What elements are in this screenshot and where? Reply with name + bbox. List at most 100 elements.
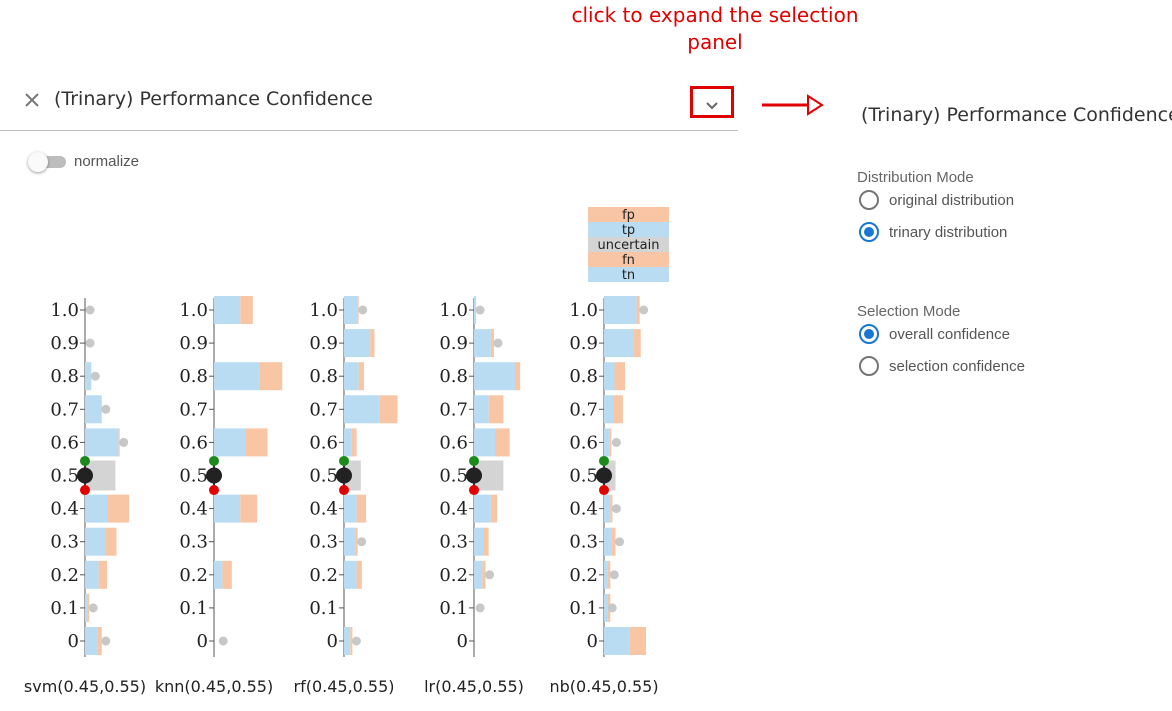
y-tick-label: 0 (197, 631, 208, 652)
y-tick-label: 1.0 (569, 300, 598, 321)
upper-correct-bar (214, 296, 241, 324)
upper-error-bar (357, 296, 359, 324)
lower-threshold-handle (599, 485, 609, 496)
lower-correct-bar (344, 527, 356, 556)
y-tick-label: 0.2 (569, 565, 598, 586)
y-tick-label: 0.2 (309, 565, 338, 586)
y-tick-label: 0.2 (179, 565, 208, 586)
y-tick-label: 0.3 (179, 532, 208, 553)
y-tick-label: 0.7 (439, 399, 468, 420)
upper-correct-bar (344, 428, 352, 457)
distribution-dot (351, 636, 361, 646)
upper-error-bar (488, 395, 504, 424)
y-tick-label: 0.3 (569, 532, 598, 553)
y-tick-label: 0.7 (569, 399, 598, 420)
upper-threshold-handle (599, 455, 609, 466)
legend-label-tp: tp (622, 223, 635, 238)
distribution-dot (475, 305, 485, 315)
lower-threshold-handle (469, 485, 479, 496)
lower-error-bar (87, 593, 90, 622)
y-tick-label: 0.8 (50, 366, 79, 387)
lower-correct-bar (214, 560, 223, 589)
radio-overall-confidence[interactable]: overall confidence (859, 324, 1010, 344)
upper-threshold-handle (339, 455, 349, 466)
distribution-dot (358, 305, 368, 315)
y-tick-label: 0.4 (179, 499, 208, 520)
y-tick-label: 0.8 (179, 366, 208, 387)
upper-correct-bar (85, 362, 92, 391)
distribution-dot (85, 338, 95, 348)
header-title: (Trinary) Performance Confidence (54, 88, 373, 110)
distribution-dot (485, 570, 495, 580)
center-threshold-handle (596, 467, 612, 484)
distribution-dot (611, 437, 621, 447)
model-label: rf(0.45,0.55) (293, 677, 394, 696)
legend-swatch-tn (588, 267, 669, 282)
legend-swatch-tp (588, 222, 669, 237)
y-tick-label: 0.9 (179, 333, 208, 354)
center-threshold-handle (206, 467, 222, 484)
lower-error-bar (107, 494, 130, 523)
y-tick-label: 0.6 (179, 432, 208, 453)
lower-error-bar (356, 560, 362, 589)
normalize-toggle[interactable] (28, 152, 68, 172)
radio-button-checked (859, 324, 879, 344)
lower-correct-bar (604, 593, 608, 622)
radio-selection-confidence[interactable]: selection confidence (859, 356, 1025, 376)
y-tick-label: 0.5 (50, 466, 79, 487)
lower-error-bar (106, 527, 117, 556)
distribution-mode-label: Distribution Mode (857, 169, 974, 186)
lower-correct-bar (344, 627, 351, 655)
lower-error-bar (98, 560, 108, 589)
distribution-dot (88, 603, 98, 613)
distribution-dot (218, 636, 228, 646)
y-tick-label: 0.5 (439, 466, 468, 487)
lower-correct-bar (344, 494, 357, 523)
upper-threshold-handle (80, 455, 90, 466)
toggle-thumb (28, 152, 48, 172)
center-threshold-handle (77, 467, 93, 484)
upper-correct-bar (474, 296, 477, 324)
upper-error-bar (633, 329, 641, 358)
y-tick-label: 0.6 (439, 432, 468, 453)
distribution-dot (611, 504, 621, 514)
distribution-dot (101, 636, 111, 646)
upper-error-bar (370, 329, 375, 358)
upper-correct-bar (604, 395, 614, 424)
lower-error-bar (222, 560, 232, 589)
legend-label-tn: tn (622, 268, 635, 283)
y-tick-label: 0.6 (569, 432, 598, 453)
lower-correct-bar (604, 560, 608, 589)
distribution-dot (475, 603, 485, 613)
distribution-dot (609, 570, 619, 580)
y-tick-label: 0.8 (569, 366, 598, 387)
lower-error-bar (490, 494, 498, 523)
close-icon[interactable] (22, 90, 42, 110)
chevron-down-icon (693, 101, 731, 111)
lower-error-bar (483, 527, 489, 556)
upper-correct-bar (344, 296, 358, 324)
lower-error-bar (355, 527, 358, 556)
y-tick-label: 0.4 (439, 499, 468, 520)
lower-correct-bar (474, 494, 491, 523)
upper-error-bar (240, 296, 253, 324)
lower-correct-bar (604, 627, 630, 655)
expand-panel-button[interactable] (690, 86, 734, 118)
lower-correct-bar (85, 494, 108, 523)
upper-error-bar (259, 362, 283, 391)
y-tick-label: 0.3 (439, 532, 468, 553)
model-label: lr(0.45,0.55) (424, 677, 524, 696)
distribution-dot (101, 404, 111, 414)
y-tick-label: 0.8 (309, 366, 338, 387)
y-tick-label: 0.9 (439, 333, 468, 354)
lower-error-bar (629, 627, 646, 655)
lower-correct-bar (604, 494, 611, 523)
radio-original-distribution[interactable]: original distribution (859, 190, 1014, 210)
upper-error-bar (379, 395, 398, 424)
distribution-dot (607, 603, 617, 613)
y-tick-label: 0.2 (439, 565, 468, 586)
y-tick-label: 0.4 (309, 499, 338, 520)
radio-trinary-distribution[interactable]: trinary distribution (859, 222, 1007, 242)
lower-threshold-handle (339, 485, 349, 496)
upper-correct-bar (604, 329, 634, 358)
